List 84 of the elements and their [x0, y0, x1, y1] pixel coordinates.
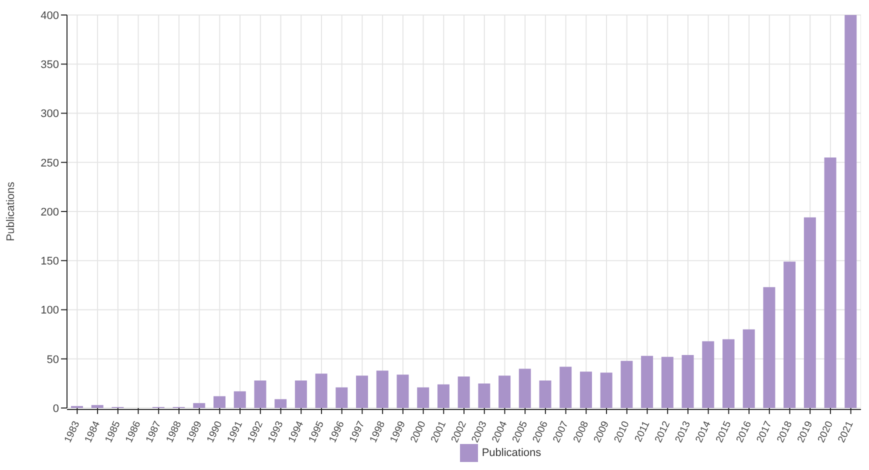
bar — [274, 399, 287, 408]
x-tick-label: 1986 — [124, 419, 144, 444]
x-tick-label: 2015 — [714, 419, 734, 444]
x-tick-label: 2011 — [633, 419, 652, 444]
x-tick-label: 2002 — [450, 419, 470, 444]
bar — [824, 157, 836, 408]
x-tick-label: 1988 — [164, 419, 184, 444]
bar — [193, 403, 206, 408]
x-tick-label: 2001 — [429, 419, 449, 444]
bar — [336, 387, 348, 408]
bar — [560, 366, 572, 408]
bar — [641, 356, 654, 408]
bar — [539, 380, 552, 408]
bar — [702, 341, 714, 408]
bar — [478, 383, 490, 408]
x-tick-label: 1996 — [327, 419, 348, 444]
bar — [294, 380, 307, 408]
x-tick-label: 2020 — [816, 419, 836, 444]
x-tick-label: 1994 — [286, 419, 306, 444]
x-tick-label: 1998 — [368, 419, 388, 444]
bar — [356, 376, 368, 408]
x-tick-label: 2021 — [836, 419, 856, 444]
x-tick-label: 1997 — [348, 419, 368, 444]
bar — [234, 391, 246, 408]
bar — [620, 360, 633, 408]
bar — [763, 287, 776, 408]
bar — [784, 262, 796, 408]
x-tick-label: 1992 — [246, 419, 266, 444]
bar — [396, 374, 409, 408]
x-tick-label: 2009 — [592, 419, 612, 444]
x-tick-label: 2004 — [490, 419, 510, 444]
bar — [844, 15, 857, 408]
x-tick-label: 2006 — [531, 419, 551, 444]
x-tick-label: 1989 — [184, 419, 204, 444]
bar — [376, 370, 388, 408]
bar — [722, 339, 734, 408]
x-tick-label: 2013 — [674, 419, 694, 444]
x-tick-label: 2017 — [754, 419, 775, 444]
y-tick-label: 350 — [40, 59, 59, 72]
bar — [437, 384, 450, 408]
y-tick-label: 400 — [40, 10, 59, 22]
y-tick-label: 0 — [52, 402, 59, 415]
bar — [498, 376, 511, 408]
y-tick-label: 50 — [46, 354, 59, 366]
x-tick-label: 1984 — [83, 419, 103, 444]
x-tick-label: 1993 — [266, 419, 286, 444]
x-tick-label: 2012 — [653, 419, 673, 444]
x-tick-label: 2007 — [551, 419, 571, 444]
y-tick-label: 300 — [40, 108, 59, 120]
x-tick-label: 2019 — [796, 419, 816, 444]
bar — [600, 372, 612, 408]
y-tick-label: 250 — [40, 157, 59, 170]
bar — [742, 329, 755, 408]
x-tick-label: 1983 — [62, 419, 82, 444]
x-tick-label: 1987 — [144, 419, 164, 444]
bar — [458, 376, 470, 408]
x-tick-label: 1985 — [104, 419, 124, 444]
x-tick-label: 2018 — [775, 419, 795, 444]
x-tick-label: 1990 — [205, 419, 225, 444]
x-tick-label: 1995 — [307, 419, 327, 444]
x-tick-label: 2014 — [694, 419, 714, 444]
legend-label: Publications — [482, 446, 542, 459]
bar — [518, 368, 531, 408]
bar — [804, 217, 816, 408]
bar — [417, 387, 430, 408]
bar — [580, 372, 592, 408]
x-tick-label: 1991 — [226, 419, 246, 444]
bar — [315, 374, 328, 408]
y-tick-label: 200 — [40, 206, 59, 218]
bar — [91, 405, 104, 408]
bar — [214, 396, 226, 408]
x-tick-label: 2000 — [408, 419, 428, 444]
bar — [682, 354, 694, 408]
y-axis-title: Publications — [4, 181, 17, 242]
y-tick-label: 100 — [40, 304, 59, 317]
x-tick-label: 2003 — [470, 419, 490, 444]
x-tick-label: 1999 — [388, 419, 408, 444]
bar — [254, 380, 266, 408]
x-tick-label: 2010 — [612, 419, 632, 444]
y-tick-label: 150 — [40, 256, 59, 268]
x-tick-label: 2016 — [734, 419, 754, 444]
x-tick-label: 2008 — [572, 419, 592, 444]
bar — [661, 356, 674, 408]
x-tick-label: 2005 — [510, 419, 530, 444]
